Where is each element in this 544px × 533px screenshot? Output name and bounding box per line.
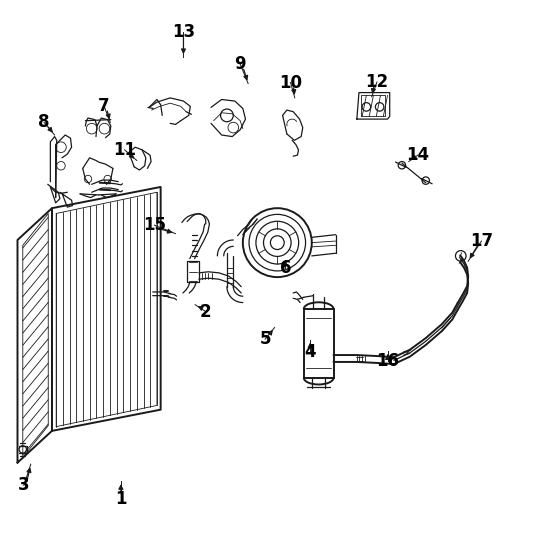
Text: 9: 9 bbox=[234, 55, 246, 73]
Text: 3: 3 bbox=[18, 477, 30, 495]
Text: 10: 10 bbox=[279, 74, 302, 92]
Text: 13: 13 bbox=[172, 23, 195, 41]
Text: 15: 15 bbox=[143, 216, 166, 234]
Text: 2: 2 bbox=[200, 303, 212, 320]
Text: 5: 5 bbox=[259, 330, 271, 348]
Text: 12: 12 bbox=[366, 73, 388, 91]
Text: 1: 1 bbox=[115, 490, 127, 508]
Text: 16: 16 bbox=[376, 352, 399, 370]
Text: 11: 11 bbox=[113, 141, 136, 159]
Text: 6: 6 bbox=[280, 259, 291, 277]
Text: 17: 17 bbox=[470, 232, 493, 250]
Text: 7: 7 bbox=[98, 97, 110, 115]
Text: 4: 4 bbox=[304, 343, 316, 361]
Text: 8: 8 bbox=[38, 114, 50, 131]
Text: 14: 14 bbox=[406, 146, 429, 164]
